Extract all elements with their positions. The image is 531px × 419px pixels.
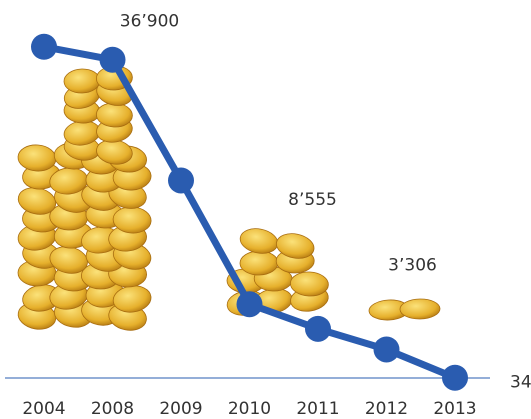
potato [239, 250, 279, 276]
marker [236, 291, 263, 318]
potato [290, 271, 329, 297]
x-tick-label: 2013 [433, 399, 476, 419]
potato [239, 228, 279, 254]
potato [399, 298, 441, 320]
x-tick-label: 2009 [159, 399, 202, 419]
value-label: 34 [510, 373, 531, 393]
x-tick-label: 2010 [228, 399, 271, 419]
value-label: 8’555 [288, 190, 337, 210]
marker [31, 33, 57, 60]
x-tick-label: 2012 [365, 399, 408, 419]
potato [276, 233, 315, 259]
value-label: 3’306 [388, 255, 437, 275]
marker [373, 336, 400, 363]
potato-piles [17, 65, 441, 331]
marker [99, 46, 126, 73]
value-label: 36’900 [120, 12, 179, 32]
marker [442, 364, 468, 391]
marker [305, 315, 331, 342]
x-tick-label: 2011 [296, 399, 339, 419]
x-tick-label: 2008 [91, 399, 134, 419]
x-tick-label: 2004 [22, 399, 65, 419]
marker [168, 167, 194, 194]
